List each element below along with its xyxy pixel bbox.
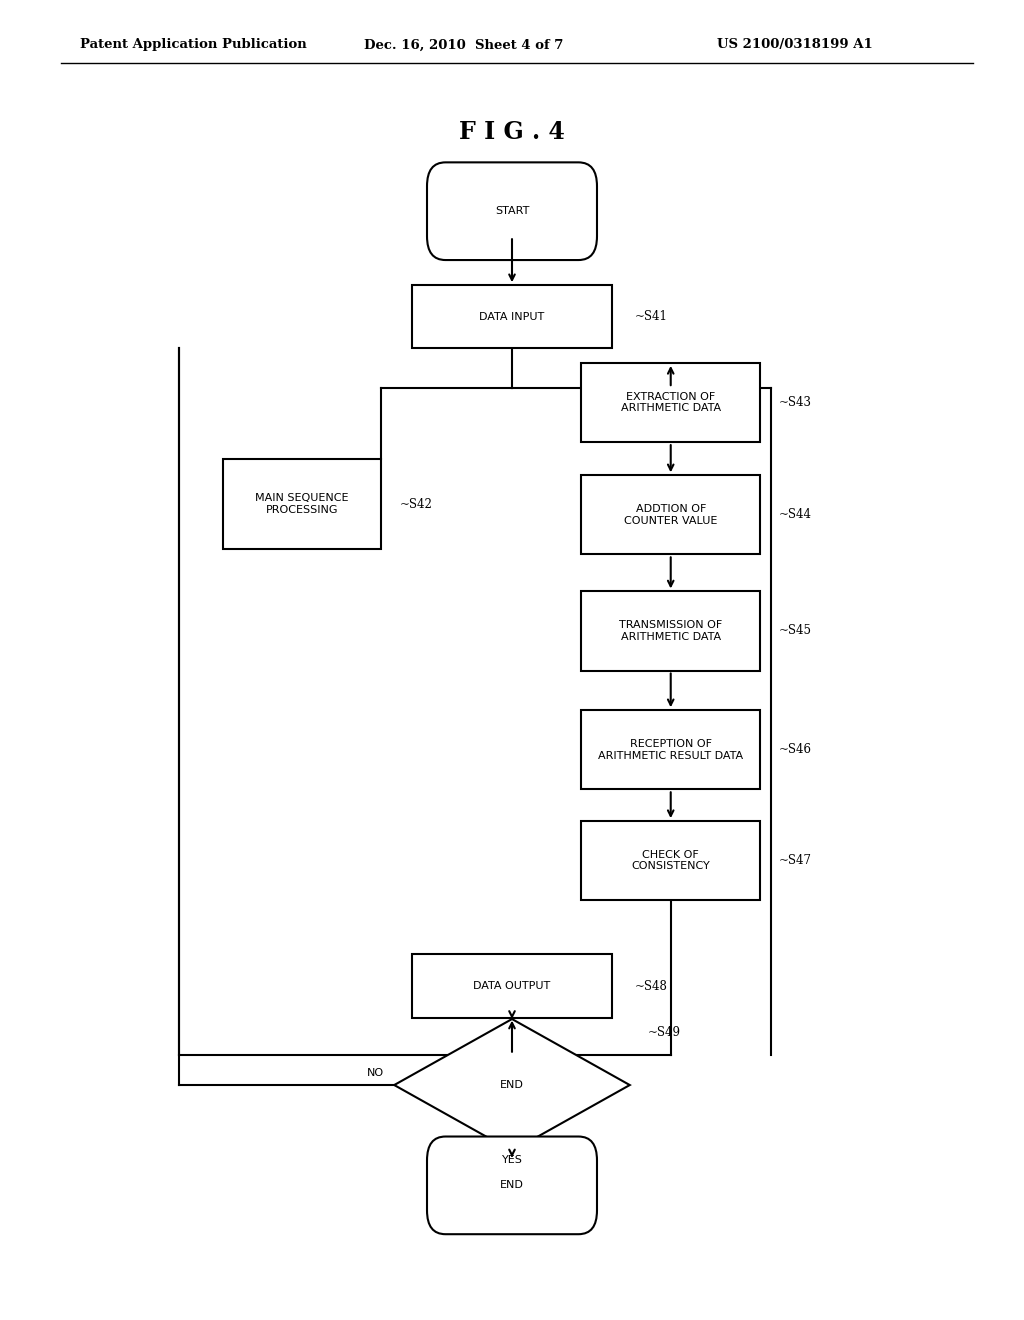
Text: NO: NO	[367, 1068, 384, 1078]
FancyBboxPatch shape	[582, 363, 760, 442]
Text: TRANSMISSION OF
ARITHMETIC DATA: TRANSMISSION OF ARITHMETIC DATA	[620, 620, 722, 642]
Text: END: END	[500, 1180, 524, 1191]
Text: END: END	[500, 1080, 524, 1090]
Text: ~S46: ~S46	[779, 743, 812, 756]
FancyBboxPatch shape	[412, 285, 611, 348]
FancyBboxPatch shape	[427, 1137, 597, 1234]
Polygon shape	[394, 1019, 630, 1151]
Text: ~S48: ~S48	[635, 979, 668, 993]
Text: EXTRACTION OF
ARITHMETIC DATA: EXTRACTION OF ARITHMETIC DATA	[621, 392, 721, 413]
Text: START: START	[495, 206, 529, 216]
Text: DATA OUTPUT: DATA OUTPUT	[473, 981, 551, 991]
FancyBboxPatch shape	[582, 710, 760, 789]
FancyBboxPatch shape	[427, 162, 597, 260]
Text: MAIN SEQUENCE
PROCESSING: MAIN SEQUENCE PROCESSING	[255, 494, 349, 515]
FancyBboxPatch shape	[222, 459, 381, 549]
Text: F I G . 4: F I G . 4	[459, 120, 565, 144]
FancyBboxPatch shape	[582, 591, 760, 671]
Text: CHECK OF
CONSISTENCY: CHECK OF CONSISTENCY	[632, 850, 710, 871]
Text: YES: YES	[502, 1155, 522, 1166]
Text: ~S47: ~S47	[779, 854, 812, 867]
Text: ~S49: ~S49	[648, 1026, 681, 1039]
Text: DATA INPUT: DATA INPUT	[479, 312, 545, 322]
FancyBboxPatch shape	[412, 954, 611, 1018]
Text: ~S44: ~S44	[779, 508, 812, 521]
Text: RECEPTION OF
ARITHMETIC RESULT DATA: RECEPTION OF ARITHMETIC RESULT DATA	[598, 739, 743, 760]
Text: ~S43: ~S43	[779, 396, 812, 409]
Text: ADDTION OF
COUNTER VALUE: ADDTION OF COUNTER VALUE	[624, 504, 718, 525]
Text: Patent Application Publication: Patent Application Publication	[80, 38, 306, 51]
Text: Dec. 16, 2010  Sheet 4 of 7: Dec. 16, 2010 Sheet 4 of 7	[364, 38, 563, 51]
FancyBboxPatch shape	[582, 821, 760, 900]
Text: ~S41: ~S41	[635, 310, 668, 323]
Text: US 2100/0318199 A1: US 2100/0318199 A1	[717, 38, 872, 51]
Text: ~S45: ~S45	[779, 624, 812, 638]
FancyBboxPatch shape	[582, 475, 760, 554]
Text: ~S42: ~S42	[399, 498, 433, 511]
